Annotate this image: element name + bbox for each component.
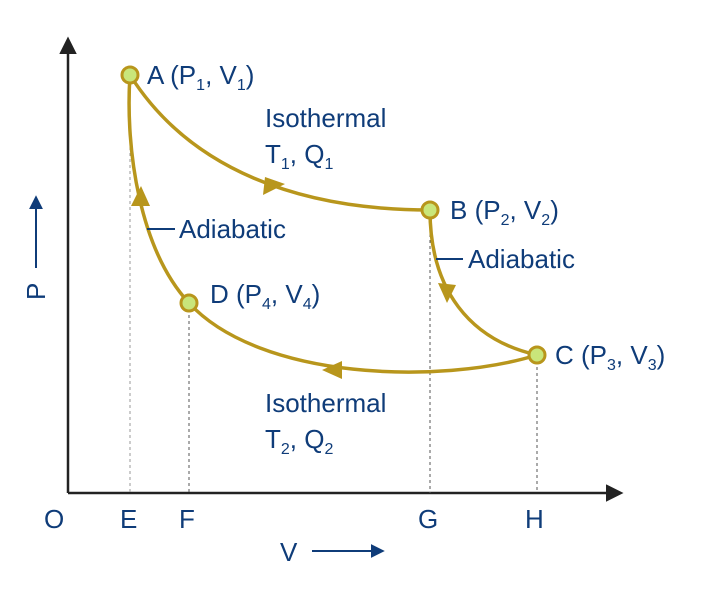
point-label-b: B (P2, V2) xyxy=(450,195,559,229)
arrow-head-icon xyxy=(131,186,150,206)
process-label-left: Adiabatic xyxy=(179,214,286,244)
tick-label-g: G xyxy=(418,504,438,534)
point-marker-icon-d xyxy=(179,293,199,313)
point-marker-icon-b xyxy=(420,200,440,220)
process-label-top-params: T1, Q1 xyxy=(265,139,333,173)
point-label-c: C (P3, V3) xyxy=(555,340,665,374)
origin-label: O xyxy=(44,504,64,534)
adiabatic-curve-da xyxy=(127,74,191,305)
point-label-a: A (P1, V1) xyxy=(147,60,254,94)
isothermal-curve-cd xyxy=(187,301,538,374)
process-label-bottom-params: T2, Q2 xyxy=(265,424,333,458)
process-label-bottom-name: Isothermal xyxy=(265,388,386,418)
process-label-top-name: Isothermal xyxy=(265,103,386,133)
x-axis-label: V xyxy=(280,537,298,567)
tick-label-f: F xyxy=(179,504,195,534)
process-label-right: Adiabatic xyxy=(468,244,575,274)
point-label-d: D (P4, V4) xyxy=(210,279,320,313)
tick-label-h: H xyxy=(525,504,544,534)
arrow-head-icon xyxy=(322,361,342,379)
adiabatic-curve-bc xyxy=(428,209,538,357)
isothermal-curve-ab xyxy=(128,74,431,212)
point-marker-icon-c xyxy=(527,345,547,365)
arrow-head-icon xyxy=(438,283,456,303)
y-axis-label: P xyxy=(21,283,51,300)
arrow-head-icon xyxy=(263,177,285,195)
point-marker-icon-a xyxy=(120,65,140,85)
tick-label-e: E xyxy=(120,504,137,534)
